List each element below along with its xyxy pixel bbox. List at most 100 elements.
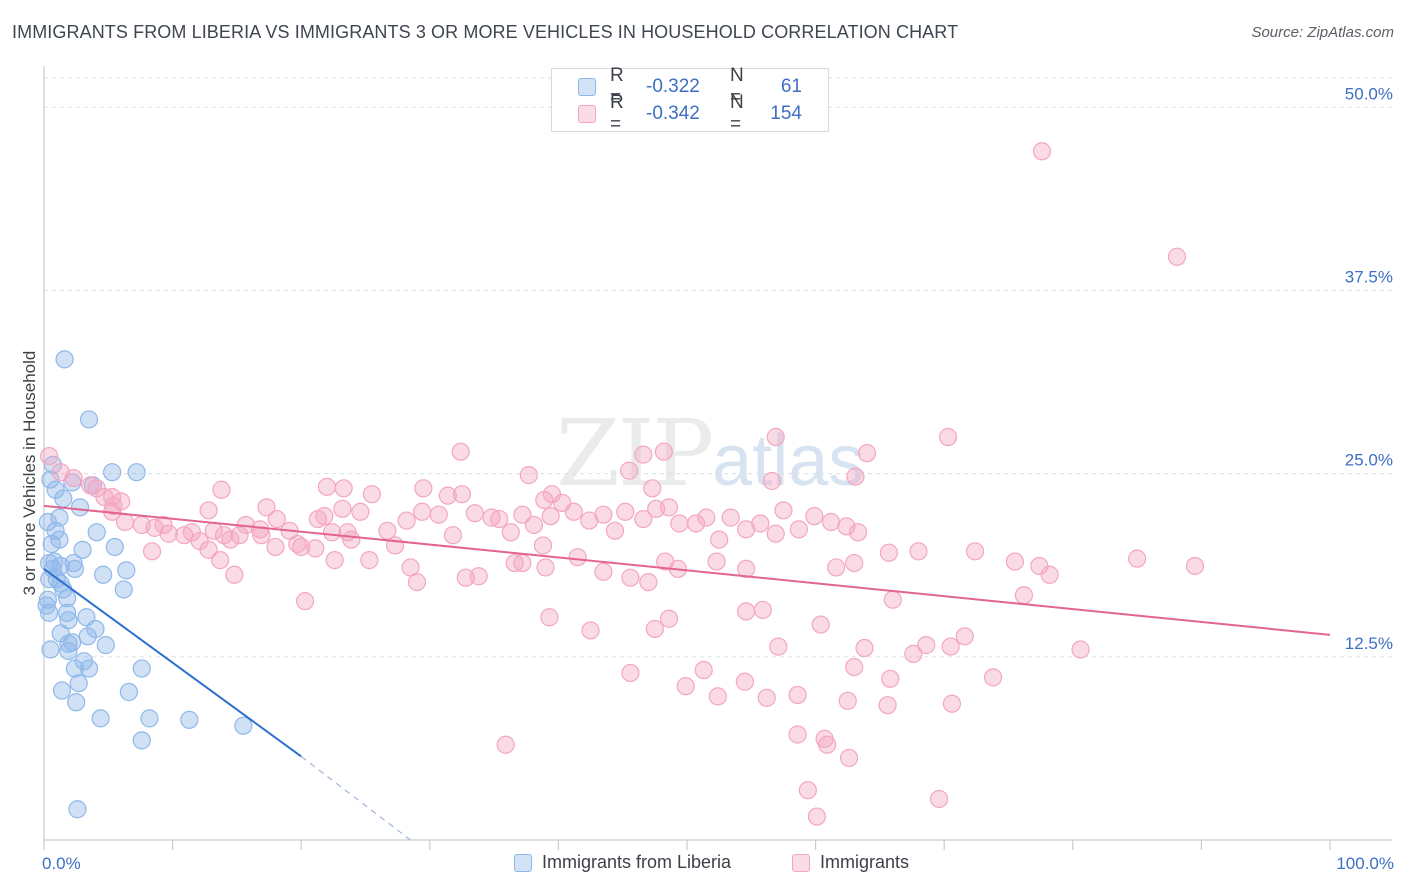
- immigrants-point: [333, 499, 352, 518]
- liberia-point: [68, 800, 87, 819]
- immigrants-point: [753, 600, 772, 620]
- immigrants-point: [334, 479, 353, 498]
- immigrants-point: [443, 526, 463, 545]
- liberia-point: [96, 636, 115, 655]
- immigrants-point: [1185, 556, 1205, 576]
- immigrants-point: [620, 461, 639, 480]
- immigrants-point: [1071, 640, 1090, 659]
- x-tick-label-max: 100.0%: [1336, 854, 1394, 873]
- immigrants-point: [533, 536, 553, 555]
- immigrants-point: [909, 542, 928, 561]
- immigrants-point: [846, 467, 865, 486]
- liberia-point: [58, 603, 77, 622]
- immigrants-point: [568, 548, 587, 567]
- immigrants-point: [917, 636, 936, 655]
- immigrants-point: [267, 509, 286, 529]
- immigrants-point: [878, 696, 897, 715]
- immigrants-point: [942, 694, 962, 713]
- stats-swatch-immigrants: [578, 105, 596, 123]
- liberia-point: [117, 561, 136, 580]
- immigrants-point: [955, 627, 974, 646]
- liberia-trend-extension: [300, 755, 411, 841]
- stats-n-label: N =: [730, 65, 744, 108]
- stats-r-label: R =: [610, 92, 624, 135]
- legend-swatch-immigrants: [792, 853, 810, 872]
- immigrants-point: [452, 485, 472, 504]
- immigrants-point: [211, 551, 230, 570]
- liberia-point: [40, 603, 59, 622]
- liberia-point: [52, 681, 72, 700]
- immigrants-point: [883, 590, 902, 609]
- immigrants-point: [1014, 586, 1034, 605]
- immigrants-point: [766, 427, 785, 447]
- liberia-point: [94, 565, 113, 584]
- immigrants-point: [983, 668, 1003, 687]
- y-tick-label: 50.0%: [1345, 84, 1393, 103]
- immigrants-point: [855, 638, 874, 658]
- immigrants-point: [351, 502, 370, 521]
- liberia-point: [87, 523, 106, 542]
- immigrants-point: [496, 735, 515, 754]
- immigrants-point: [605, 521, 625, 540]
- liberia-point: [119, 682, 138, 702]
- immigrants-point: [879, 543, 899, 562]
- immigrants-point: [214, 526, 234, 545]
- immigrants-point: [159, 524, 178, 543]
- liberia-point: [55, 350, 74, 369]
- immigrants-point: [315, 507, 334, 526]
- immigrants-point: [1167, 247, 1187, 266]
- liberia-trend-line: [43, 568, 302, 758]
- immigrants-point: [524, 515, 544, 535]
- immigrants-point: [438, 486, 457, 505]
- immigrants-trend-line: [43, 504, 1331, 636]
- immigrants-point: [397, 511, 416, 530]
- immigrants-point: [737, 602, 756, 621]
- immigrants-point: [112, 492, 131, 511]
- liberia-point: [132, 659, 151, 678]
- immigrants-point: [811, 615, 830, 634]
- immigrants-point: [789, 520, 808, 539]
- immigrants-point: [1040, 565, 1059, 584]
- stats-n-label: N =: [730, 92, 744, 135]
- liberia-point: [42, 534, 61, 554]
- legend-item-liberia[interactable]: Immigrants from Liberia: [514, 852, 731, 873]
- liberia-point: [65, 659, 84, 678]
- stats-r-value: -0.322: [646, 76, 700, 97]
- immigrants-point: [818, 735, 837, 754]
- legend-label-liberia: Immigrants from Liberia: [542, 852, 732, 872]
- immigrants-point: [735, 672, 754, 691]
- y-tick-label: 25.0%: [1345, 451, 1393, 470]
- immigrants-point: [827, 558, 846, 577]
- immigrants-point: [342, 530, 361, 549]
- immigrants-point: [807, 807, 826, 826]
- immigrants-point: [225, 565, 244, 584]
- immigrants-point: [581, 621, 600, 640]
- immigrants-point: [621, 568, 640, 587]
- liberia-point: [64, 553, 83, 573]
- immigrants-point: [634, 445, 653, 464]
- immigrants-point: [845, 657, 864, 677]
- liberia-point: [70, 498, 90, 517]
- immigrants-point: [412, 502, 432, 521]
- immigrants-point: [708, 687, 727, 706]
- liberia-point: [114, 580, 133, 599]
- immigrants-point: [838, 691, 857, 710]
- immigrants-point: [564, 502, 583, 521]
- immigrants-point: [721, 508, 740, 527]
- liberia-point: [37, 596, 56, 615]
- immigrants-point: [505, 553, 524, 573]
- immigrants-point: [490, 509, 509, 529]
- immigrants-point: [362, 485, 382, 504]
- stats-r-label: R =: [610, 65, 624, 108]
- x-tick-label-min: 0.0%: [42, 854, 81, 873]
- immigrants-point: [407, 572, 427, 592]
- liberia-point: [67, 693, 86, 712]
- immigrants-point: [769, 637, 788, 656]
- liberia-point: [132, 731, 151, 750]
- immigrants-point: [1005, 552, 1025, 571]
- immigrants-point: [788, 725, 807, 744]
- legend-item-immigrants[interactable]: Immigrants: [792, 852, 909, 873]
- immigrants-point: [429, 505, 448, 524]
- immigrants-point: [798, 781, 817, 800]
